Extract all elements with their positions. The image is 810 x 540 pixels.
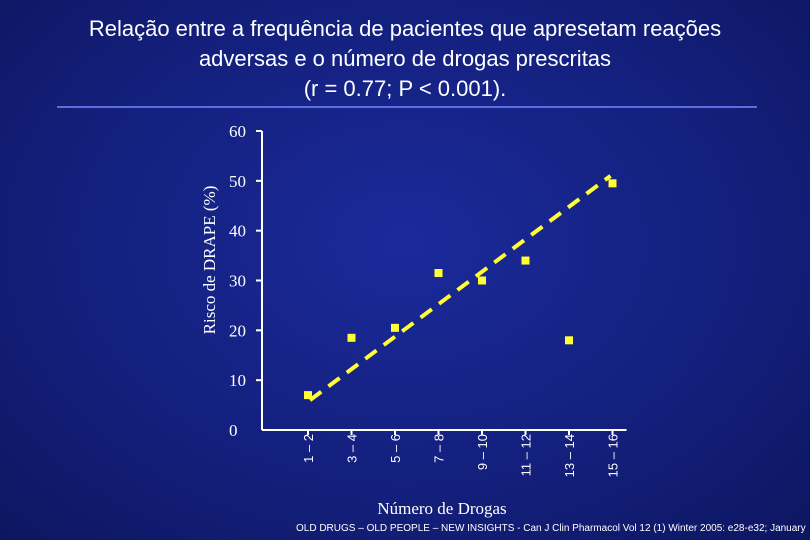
trendline-group: [308, 174, 612, 402]
y-tick-label: 20: [229, 321, 246, 340]
data-point: [565, 336, 573, 345]
y-tick-label: 60: [229, 122, 246, 141]
y-tick-label: 10: [229, 371, 246, 390]
title-line-3: (r = 0.77; P < 0.001).: [303, 76, 507, 101]
y-tick-label: 0: [229, 421, 238, 440]
y-tick-label: 40: [229, 222, 246, 241]
axes: [256, 130, 627, 435]
data-point: [434, 269, 443, 278]
points-group: [304, 179, 617, 400]
y-axis-title: Risco de DRAPE (%): [200, 186, 219, 335]
title-divider: [57, 106, 757, 108]
source-footer: OLD DRUGS – OLD PEOPLE – NEW INSIGHTS - …: [296, 523, 806, 534]
labels-group: 0 10 20 30 40 50 60 1 – 2 3 – 4 5 – 6 7 – 8 9 – 10 1…: [200, 122, 621, 518]
x-tick-label: 13 – 14: [562, 434, 577, 477]
data-point: [608, 179, 617, 188]
data-point: [347, 333, 356, 342]
title-line-2: adversas e o número de drogas prescritas: [198, 46, 612, 71]
x-tick-label: 1 – 2: [301, 434, 316, 463]
x-tick-label: 3 – 4: [345, 434, 360, 463]
x-tick-label: 7 – 8: [432, 434, 447, 463]
x-tick-label: 9 – 10: [475, 434, 490, 470]
title-line-1: Relação entre a frequência de pacientes …: [88, 16, 722, 41]
x-tick-label: 5 – 6: [388, 434, 403, 463]
x-tick-label: 15 – 16: [606, 434, 621, 477]
data-point: [478, 276, 486, 285]
data-point: [391, 323, 399, 332]
y-tick-label: 30: [229, 272, 246, 291]
chart-title: Relação entre a frequência de pacientes …: [0, 14, 810, 104]
x-tick-label: 11 – 12: [519, 434, 534, 476]
data-point: [304, 391, 312, 400]
trendline: [308, 174, 612, 402]
x-axis-title: Número de Drogas: [377, 499, 506, 518]
y-tick-label: 50: [229, 172, 246, 191]
data-point: [521, 256, 530, 265]
